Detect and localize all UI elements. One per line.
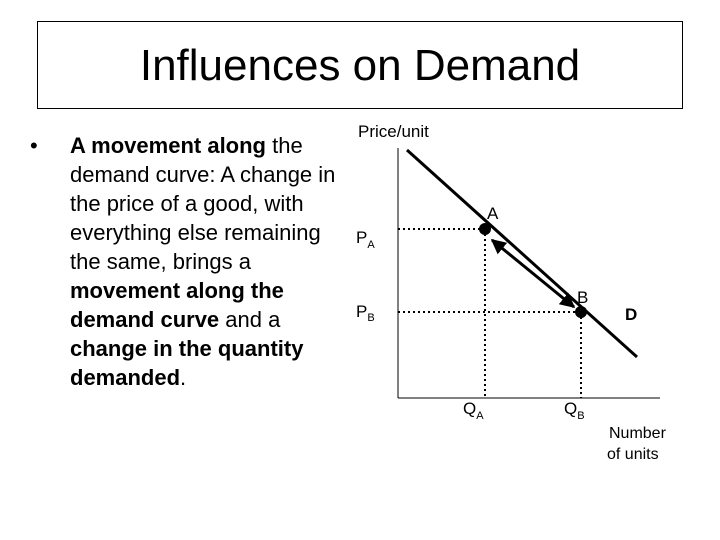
point-a-dot — [479, 223, 491, 235]
bullet-marker: • — [30, 133, 38, 158]
qty-a-main: Q — [463, 399, 476, 418]
qty-a-label: QA — [463, 399, 484, 422]
slide-title: Influences on Demand — [139, 41, 581, 90]
bullet-text: A movement along the demand curve: A cha… — [70, 131, 340, 392]
bullet-part-1: the demand curve: A change in the price … — [70, 133, 336, 274]
point-b-label: B — [577, 288, 588, 307]
price-b-sub: B — [367, 312, 374, 324]
price-a-label: PA — [356, 228, 375, 251]
x-axis-label-line1: Number — [609, 425, 667, 442]
price-a-main: P — [356, 228, 367, 247]
movement-arrow — [490, 238, 576, 309]
point-a-label: A — [487, 204, 499, 223]
bullet-part-4: change in the quantity demanded — [70, 336, 304, 390]
qty-b-sub: B — [577, 410, 584, 422]
qty-b-main: Q — [564, 399, 577, 418]
demand-curve — [405, 148, 639, 359]
curve-d-label: D — [625, 305, 637, 324]
title-box: Influences on Demand — [37, 21, 683, 109]
price-b-main: P — [356, 302, 367, 321]
bullet-part-2: movement along the demand curve — [70, 278, 284, 332]
bullet-part-3: and a — [219, 307, 281, 332]
qty-a-sub: A — [476, 410, 484, 422]
x-axis-label-line2: of units — [607, 446, 659, 463]
qty-b-label: QB — [564, 399, 585, 422]
bullet-point: • A movement along the demand curve: A c… — [30, 131, 340, 392]
price-a-sub: A — [367, 239, 375, 251]
point-b-dot — [575, 306, 587, 318]
price-b-label: PB — [356, 302, 375, 324]
bullet-part-0: A movement along — [70, 133, 266, 158]
y-axis-label: Price/unit — [358, 122, 429, 141]
bullet-part-5: . — [180, 365, 187, 390]
